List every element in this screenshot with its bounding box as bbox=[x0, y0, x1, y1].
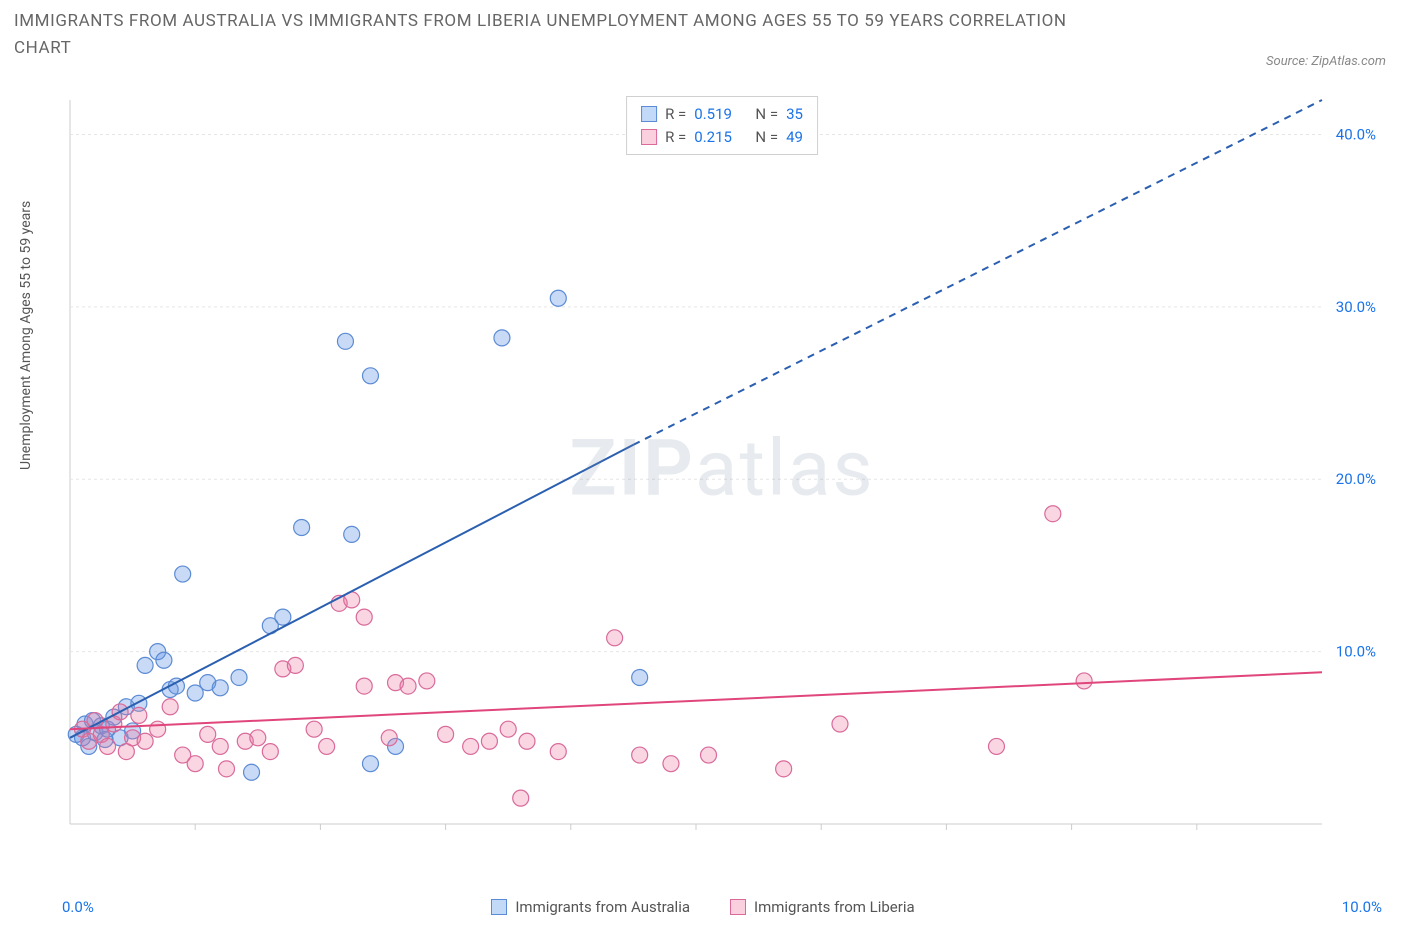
svg-text:40.0%: 40.0% bbox=[1336, 125, 1376, 143]
correlation-stats-box: R = 0.519 N = 35R = 0.215 N = 49 bbox=[626, 96, 818, 155]
svg-text:30.0%: 30.0% bbox=[1336, 298, 1376, 316]
svg-text:20.0%: 20.0% bbox=[1336, 470, 1376, 488]
legend-item-liberia: Immigrants from Liberia bbox=[730, 898, 915, 916]
legend-swatch-icon bbox=[730, 899, 746, 915]
legend-item-australia: Immigrants from Australia bbox=[491, 898, 690, 916]
source-attribution: Source: ZipAtlas.com bbox=[1266, 54, 1386, 69]
x-tick-min: 0.0% bbox=[62, 898, 94, 916]
svg-text:10.0%: 10.0% bbox=[1336, 643, 1376, 661]
legend-label: Immigrants from Australia bbox=[515, 898, 690, 916]
chart-canvas: 10.0% 20.0% 30.0% 40.0% bbox=[62, 96, 1382, 842]
chart-title: IMMIGRANTS FROM AUSTRALIA VS IMMIGRANTS … bbox=[14, 8, 1114, 62]
legend-swatch-icon bbox=[491, 899, 507, 915]
x-tick-max: 10.0% bbox=[1342, 898, 1382, 916]
x-axis-legend: 0.0% Immigrants from Australia Immigrant… bbox=[0, 898, 1406, 916]
scatter-plot: 10.0%20.0%30.0%40.0% ZIPatlas R = 0.519 … bbox=[62, 96, 1382, 842]
y-axis-label: Unemployment Among Ages 55 to 59 years bbox=[18, 201, 34, 470]
legend-label: Immigrants from Liberia bbox=[754, 898, 915, 916]
